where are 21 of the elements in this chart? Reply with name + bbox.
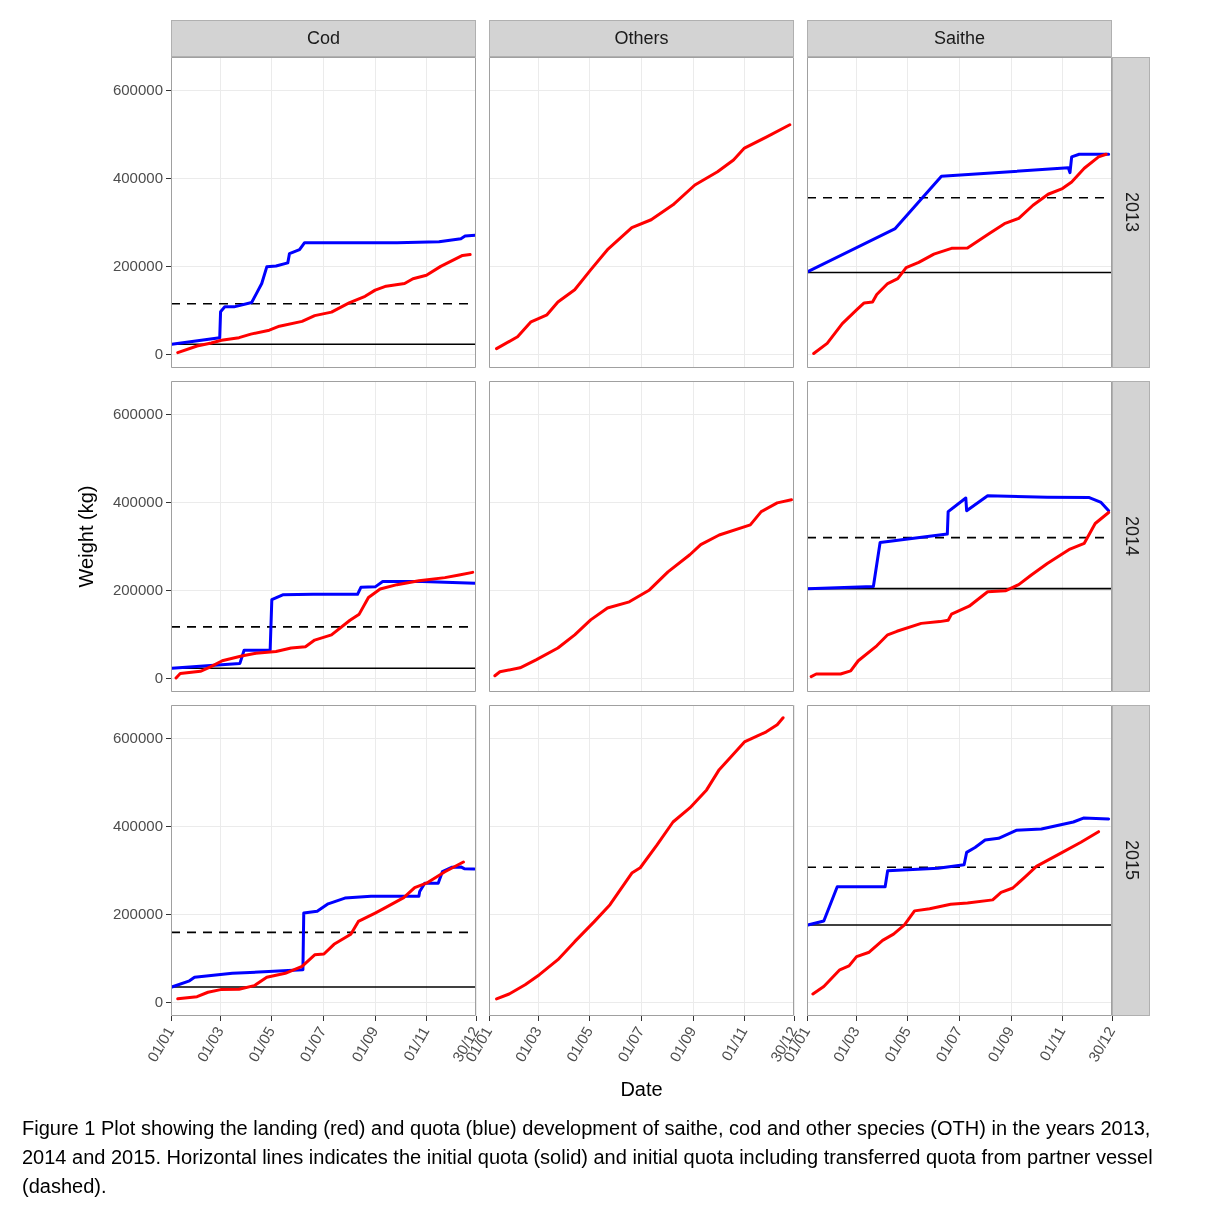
y-tick-label: 200000 — [112, 256, 163, 274]
y-tick-label: 200000 — [112, 580, 163, 598]
caption: Figure 1 Plot showing the landing (red) and quota (blue) development of saithe, cod and other species (OTH) in the years 2013, 2014 and 2015. Horizontal lines indicates the initial quota (solid) and initial quota including transferred quota from partner vessel (dashed). — [22, 1116, 1154, 1199]
y-tick-label: 400000 — [112, 816, 163, 834]
chart-title: Saithe — [933, 28, 986, 49]
y-tick-label: 600000 — [112, 729, 163, 747]
y-tick-label: 400000 — [112, 168, 163, 186]
y2-axis-title: 2014 — [1120, 516, 1142, 557]
y-tick-label: 200000 — [112, 904, 163, 922]
chart-title: Cod — [306, 28, 341, 49]
y-tick-label: 600000 — [112, 81, 163, 99]
y-axis-title: Weight (kg) — [74, 485, 97, 588]
y2-axis-title: 2015 — [1120, 840, 1142, 881]
chart-title: Others — [614, 28, 669, 49]
y-tick-label: 0 — [154, 668, 163, 686]
y2-axis-title: 2013 — [1120, 192, 1142, 233]
y-tick-label: 0 — [154, 992, 163, 1010]
y-tick-label: 400000 — [112, 492, 163, 510]
x-axis-title: Date — [620, 1077, 663, 1100]
y-tick-label: 0 — [154, 344, 163, 362]
y-tick-label: 600000 — [112, 405, 163, 423]
